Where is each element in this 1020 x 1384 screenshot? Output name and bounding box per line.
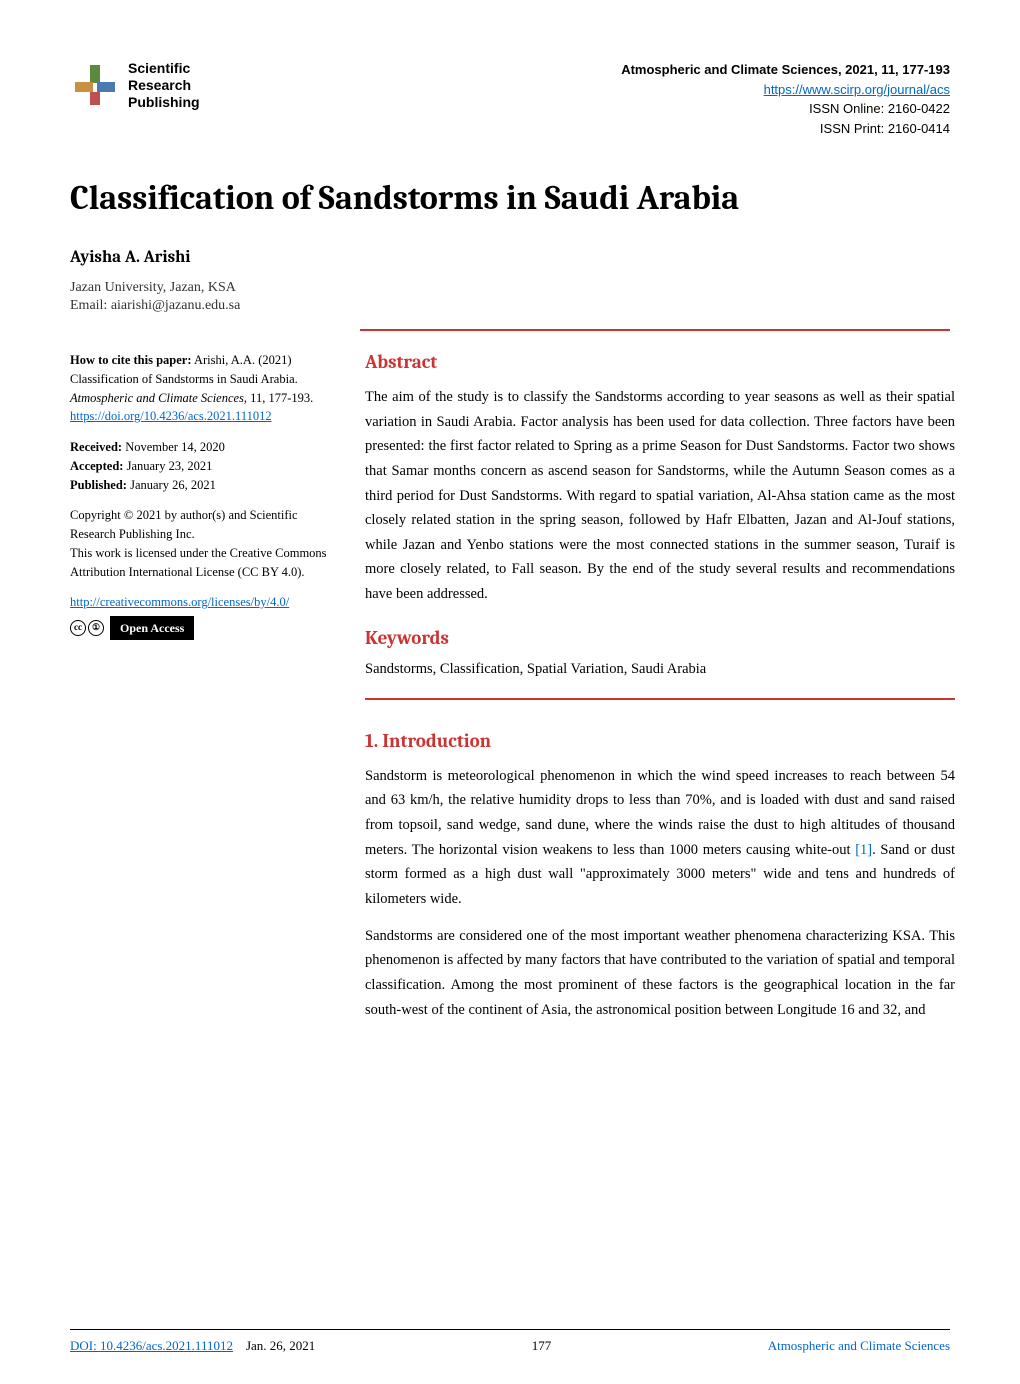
open-access-badge: Open Access [110,616,194,640]
author-email: Email: aiarishi@jazanu.edu.sa [70,298,950,314]
reference-link-1[interactable]: [1] [855,842,872,858]
issn-online: ISSN Online: 2160-0422 [621,99,950,119]
cc-icons: cc ① [70,620,104,636]
journal-url-link[interactable]: https://www.scirp.org/journal/acs [764,82,950,97]
accepted-label: Accepted: [70,459,123,473]
intro-p1: Sandstorm is meteorological phenomenon i… [365,764,955,912]
keywords-section: Keywords Sandstorms, Classification, Spa… [365,627,955,678]
publisher-logo-icon [70,60,120,110]
journal-info: Atmospheric and Climate Sciences, 2021, … [621,60,950,138]
abstract-text: The aim of the study is to classify the … [365,385,955,607]
cc-license-link[interactable]: http://creativecommons.org/licenses/by/4… [70,595,289,609]
footer-page: 177 [532,1338,552,1354]
right-content: Abstract The aim of the study is to clas… [365,351,955,1042]
cc-icon: cc [70,620,86,636]
divider [365,698,955,700]
footer-journal: Atmospheric and Climate Sciences [768,1338,950,1354]
introduction-heading: 1. Introduction [365,730,955,752]
received-label: Received: [70,440,122,454]
page-footer: DOI: 10.4236/acs.2021.111012 Jan. 26, 20… [70,1329,950,1354]
citation-journal: Atmospheric and Climate Sciences [70,391,244,405]
abstract-section: Abstract The aim of the study is to clas… [365,351,955,607]
by-icon: ① [88,620,104,636]
publisher-logo-block: Scientific Research Publishing [70,60,200,110]
footer-doi-link[interactable]: DOI: 10.4236/acs.2021.111012 [70,1338,233,1353]
citation-vol: , 11, 177-193. [244,391,313,405]
published-date: January 26, 2021 [127,478,216,492]
keywords-text: Sandstorms, Classification, Spatial Vari… [365,661,955,678]
journal-title: Atmospheric and Climate Sciences, 2021, … [621,60,950,80]
accepted-date: January 23, 2021 [123,459,212,473]
divider [360,329,950,331]
issn-print: ISSN Print: 2160-0414 [621,119,950,139]
citation-label: How to cite this paper: [70,353,192,367]
header: Scientific Research Publishing Atmospher… [70,60,950,138]
footer-date-text: Jan. 26, 2021 [246,1338,315,1353]
affiliation: Jazan University, Jazan, KSA [70,277,950,298]
introduction-text: Sandstorm is meteorological phenomenon i… [365,764,955,1022]
doi-link[interactable]: https://doi.org/10.4236/acs.2021.111012 [70,409,272,423]
copyright-text: Copyright © 2021 by author(s) and Scient… [70,506,340,581]
author-name: Ayisha A. Arishi [70,248,950,267]
received-date: November 14, 2020 [122,440,225,454]
introduction-section: 1. Introduction Sandstorm is meteorologi… [365,730,955,1022]
dates-block: Received: November 14, 2020 Accepted: Ja… [70,438,340,494]
footer-date [236,1338,246,1353]
paper-title: Classification of Sandstorms in Saudi Ar… [70,178,950,218]
keywords-heading: Keywords [365,627,955,649]
published-label: Published: [70,478,127,492]
intro-p2: Sandstorms are considered one of the mos… [365,924,955,1023]
main-two-column: How to cite this paper: Arishi, A.A. (20… [70,351,950,1042]
publisher-name: Scientific Research Publishing [128,60,200,110]
left-sidebar: How to cite this paper: Arishi, A.A. (20… [70,351,340,1042]
abstract-heading: Abstract [365,351,955,373]
citation-block: How to cite this paper: Arishi, A.A. (20… [70,351,340,426]
open-access-row: cc ① Open Access [70,616,340,640]
